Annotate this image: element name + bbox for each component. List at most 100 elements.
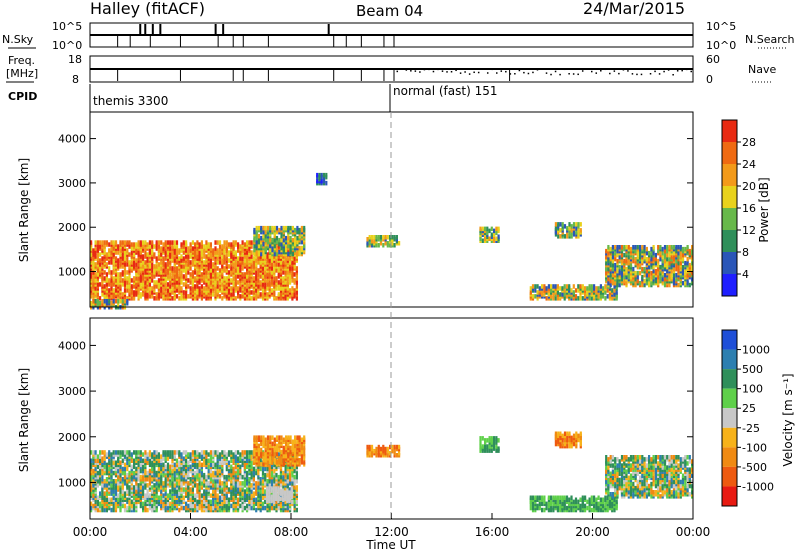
data-cell <box>189 487 192 492</box>
data-cell <box>103 250 106 255</box>
data-cell <box>691 264 694 270</box>
data-cell <box>218 481 222 486</box>
data-cell <box>597 286 600 291</box>
data-cell <box>180 242 183 247</box>
data-cell <box>175 468 179 474</box>
data-cell <box>135 242 138 247</box>
data-cell <box>105 452 108 457</box>
data-cell <box>112 460 115 465</box>
data-cell <box>273 477 276 482</box>
data-cell <box>94 262 97 267</box>
data-cell <box>652 264 655 270</box>
data-cell <box>575 226 578 231</box>
data-cell <box>250 464 253 470</box>
data-cell <box>246 503 249 509</box>
data-cell <box>536 284 539 289</box>
data-cell <box>672 276 676 282</box>
data-cell <box>618 268 621 274</box>
data-cell <box>287 243 290 249</box>
data-cell <box>230 286 233 291</box>
data-cell <box>654 278 657 284</box>
data-cell <box>209 493 212 498</box>
data-cell <box>216 479 219 484</box>
data-cell <box>142 477 145 482</box>
data-cell <box>105 466 108 472</box>
data-cell <box>614 250 617 256</box>
data-cell <box>200 290 203 295</box>
data-cell <box>200 470 203 476</box>
data-cell <box>173 472 176 478</box>
data-cell <box>595 286 598 291</box>
data-cell <box>171 286 174 291</box>
data-cell <box>142 501 145 507</box>
data-cell <box>200 481 203 486</box>
nave-dot <box>613 70 616 72</box>
data-cell <box>164 505 167 511</box>
freq-label: Freq. <box>8 54 35 67</box>
data-cell <box>203 483 206 488</box>
data-cell <box>563 234 567 239</box>
data-cell <box>139 240 142 245</box>
data-cell <box>148 294 151 299</box>
data-cell <box>675 262 678 268</box>
data-cell <box>101 240 104 245</box>
data-cell <box>618 264 621 270</box>
y-tick-label: 1000 <box>58 266 86 279</box>
data-cell <box>541 292 544 297</box>
data-cell <box>169 493 172 498</box>
data-cell <box>268 272 271 277</box>
data-cell <box>625 245 628 250</box>
data-cell <box>670 254 673 260</box>
data-cell <box>151 485 154 490</box>
data-cell <box>529 286 532 291</box>
nave-tick-top: 60 <box>706 53 720 66</box>
data-cell <box>670 274 673 280</box>
data-cell <box>198 491 201 496</box>
data-cell <box>237 270 240 275</box>
data-cell <box>185 458 188 463</box>
data-cell <box>135 466 138 472</box>
data-cell <box>133 260 136 265</box>
data-cell <box>488 236 491 241</box>
data-cell <box>117 276 120 281</box>
nave-dot <box>631 73 634 75</box>
data-cell <box>632 254 635 260</box>
data-cell <box>570 224 573 229</box>
data-cell <box>639 254 642 260</box>
data-cell <box>657 258 660 264</box>
data-cell <box>259 481 262 486</box>
data-cell <box>212 505 215 511</box>
data-cell <box>207 481 210 486</box>
data-cell <box>121 240 124 245</box>
data-cell <box>232 282 235 287</box>
data-cell <box>270 288 274 293</box>
data-cell <box>196 294 199 299</box>
data-cell <box>270 479 274 484</box>
data-cell <box>650 246 653 252</box>
data-cell <box>164 284 167 289</box>
data-cell <box>248 505 251 511</box>
data-cell <box>173 477 176 482</box>
data-cell <box>611 254 614 260</box>
data-cell <box>261 266 265 271</box>
colorbar-tick-label: 16 <box>742 202 756 215</box>
data-cell <box>623 245 626 250</box>
data-cell <box>126 270 129 275</box>
data-cell <box>490 232 493 237</box>
data-cell <box>248 477 251 482</box>
data-cell <box>279 260 283 265</box>
data-cell <box>684 260 687 266</box>
nave-dot <box>586 68 588 70</box>
data-cell <box>92 450 95 455</box>
data-cell <box>203 244 206 249</box>
data-cell <box>175 493 179 498</box>
data-cell <box>375 235 378 240</box>
y-tick-label: 4000 <box>58 133 86 146</box>
data-cell <box>144 485 147 490</box>
data-cell <box>137 483 140 488</box>
data-cell <box>285 247 288 253</box>
data-cell <box>252 256 255 261</box>
data-cell <box>389 235 392 240</box>
data-cell <box>135 258 138 263</box>
data-cell <box>280 241 283 247</box>
